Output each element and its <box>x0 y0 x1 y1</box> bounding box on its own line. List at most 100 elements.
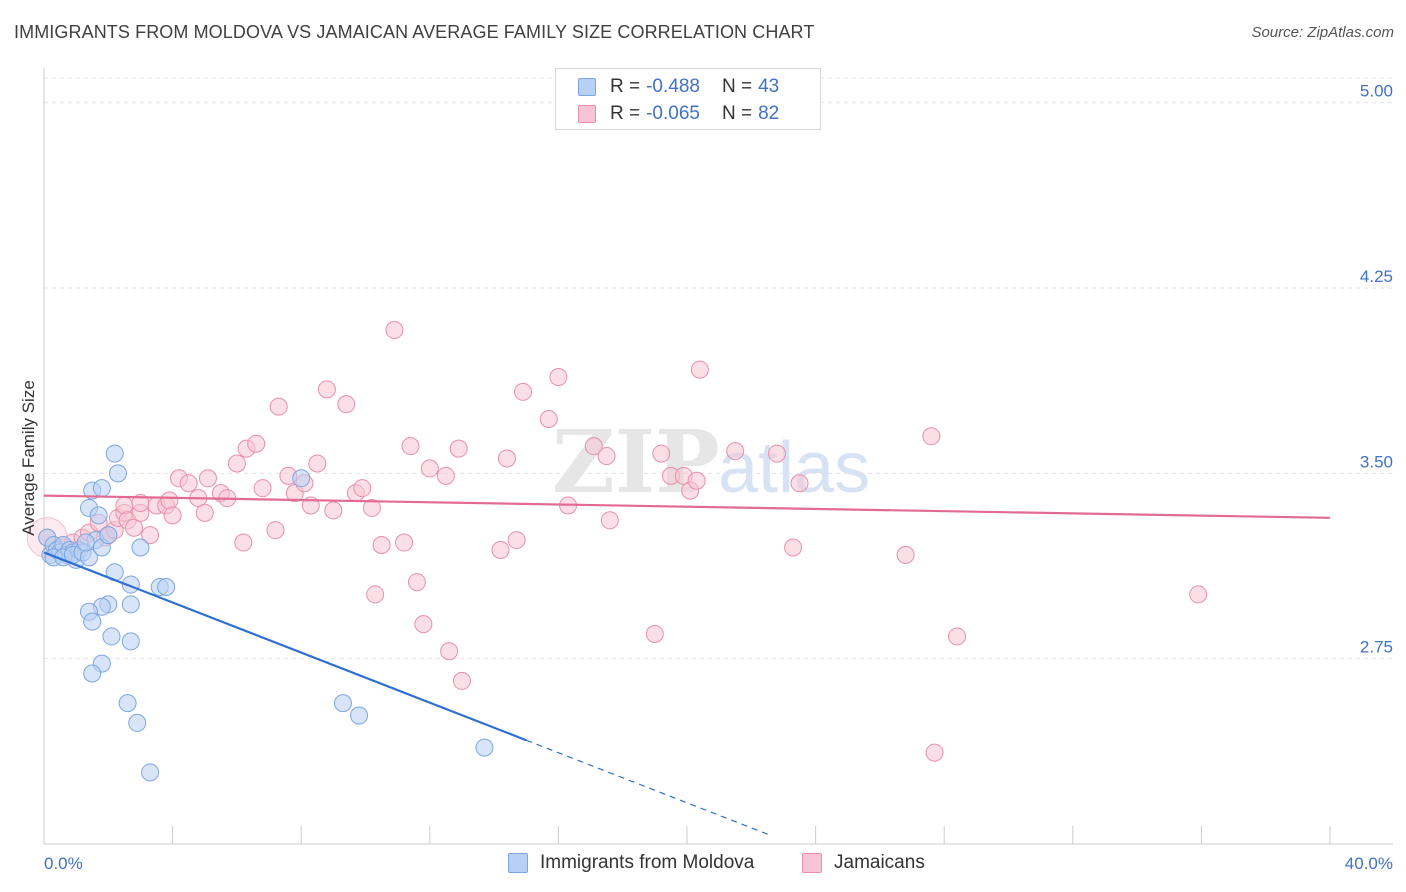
r-value: -0.488 <box>646 76 700 97</box>
jamaicans-point-59 <box>497 449 516 468</box>
moldova-point-25 <box>105 444 124 463</box>
legend-item-jamaicans[interactable]: Jamaicans <box>802 852 925 874</box>
y-tick-labels: 2.75 3.50 4.25 5.00 <box>1360 82 1393 657</box>
n-label: N = <box>721 76 753 97</box>
y-tick-label-2: 4.25 <box>1360 267 1393 286</box>
y-tick-label-3: 5.00 <box>1360 82 1393 101</box>
r-label: R = <box>610 103 641 124</box>
trend-lines <box>43 494 1331 836</box>
jamaicans-point-29 <box>234 533 253 552</box>
jamaicans-point-57 <box>452 671 471 690</box>
legend-item-moldova[interactable]: Immigrants from Moldova <box>508 852 754 874</box>
jamaicans-point-31 <box>247 434 266 453</box>
jamaicans-point-44 <box>353 479 372 498</box>
watermark: ZIP atlas <box>552 412 870 513</box>
moldova-point-30 <box>131 538 150 557</box>
r-value: -0.065 <box>646 103 700 124</box>
jamaicans-point-76 <box>768 444 787 463</box>
jamaicans-point-50 <box>401 437 420 456</box>
jamaicans-point-53 <box>420 459 439 478</box>
moldova-point-42 <box>157 578 176 597</box>
chart-title: IMMIGRANTS FROM MOLDOVA VS JAMAICAN AVER… <box>14 22 815 42</box>
moldova-point-40 <box>141 763 160 782</box>
moldova-point-35 <box>121 632 140 651</box>
jamaicans-point-61 <box>514 382 533 401</box>
jamaicans-point-68 <box>645 624 664 643</box>
jamaicans-point-49 <box>395 533 414 552</box>
moldova-point-22 <box>89 506 108 525</box>
jamaicans-point-51 <box>407 573 426 592</box>
jamaicans-point-11 <box>115 496 134 515</box>
moldova-legend-swatch <box>508 853 528 873</box>
y-axis-title: Average Family Size <box>19 380 38 536</box>
r-label: R = <box>610 76 641 97</box>
jamaicans-point-69 <box>652 444 671 463</box>
source-note: Source: ZipAtlas.com <box>1251 24 1394 41</box>
moldova-swatch <box>578 78 596 96</box>
jamaicans-point-67 <box>600 511 619 530</box>
jamaicans-point-25 <box>198 469 217 488</box>
jamaicans-point-80 <box>922 427 941 446</box>
jamaicans-point-65 <box>584 437 603 456</box>
jamaicans-point-66 <box>597 447 616 466</box>
jamaicans-point-42 <box>337 395 356 414</box>
moldova-point-29 <box>121 595 140 614</box>
jamaicans-point-41 <box>324 501 343 520</box>
jamaicans-point-54 <box>436 466 455 485</box>
y-tick-label-1: 3.50 <box>1360 452 1393 471</box>
jamaicans-point-52 <box>414 615 433 634</box>
grid-lines <box>44 77 1393 660</box>
moldova-trend-extension <box>526 739 771 836</box>
moldova-point-17 <box>76 533 95 552</box>
jamaicans-point-83 <box>1189 585 1208 604</box>
watermark-atlas: atlas <box>718 428 870 508</box>
n-value: 43 <box>758 76 780 97</box>
jamaicans-point-32 <box>253 479 272 498</box>
jamaicans-point-58 <box>491 540 510 559</box>
jamaicans-trend-line <box>43 494 1331 519</box>
jamaicans-point-77 <box>790 474 809 493</box>
jamaicans-point-78 <box>784 538 803 557</box>
jamaicans-point-62 <box>539 409 558 428</box>
moldova-point-34 <box>102 627 121 646</box>
jamaicans-point-28 <box>227 454 246 473</box>
jamaicans-point-24 <box>195 503 214 522</box>
n-label: N = <box>721 103 753 124</box>
moldova-point-37 <box>83 664 102 683</box>
legend-label-jamaicans: Jamaicans <box>834 852 925 873</box>
moldova-point-46 <box>475 738 494 757</box>
jamaicans-point-22 <box>179 474 198 493</box>
y-tick-label-0: 2.75 <box>1360 638 1393 657</box>
jamaicans-point-33 <box>266 521 285 540</box>
moldova-point-44 <box>333 694 352 713</box>
jamaicans-point-13 <box>125 518 144 537</box>
jamaicans-point-75 <box>726 442 745 461</box>
moldova-point-33 <box>83 612 102 631</box>
jamaicans-point-74 <box>690 360 709 379</box>
moldova-point-38 <box>118 694 137 713</box>
moldova-point-26 <box>108 464 127 483</box>
moldova-point-23 <box>92 479 111 498</box>
jamaicans-point-46 <box>372 536 391 555</box>
stats-row-jamaicans: R = -0.065 N = 82 <box>578 102 779 126</box>
moldova-point-43 <box>292 469 311 488</box>
axes <box>43 68 1393 845</box>
jamaicans-point-63 <box>549 367 568 386</box>
jamaicans-legend-swatch <box>802 853 822 873</box>
jamaicans-point-19 <box>160 491 179 510</box>
jamaicans-point-47 <box>366 585 385 604</box>
series-legend: Immigrants from Moldova Jamaicans <box>0 852 1406 876</box>
jamaicans-point-16 <box>141 526 160 545</box>
x-tick-left: 0.0% <box>44 854 83 873</box>
jamaicans-swatch <box>578 105 596 123</box>
jamaicans-point-73 <box>687 471 706 490</box>
stats-legend: R = -0.488 N = 43 R = -0.065 N = 82 <box>555 68 821 130</box>
jamaicans-point-48 <box>385 321 404 340</box>
jamaicans-point-79 <box>896 545 915 564</box>
legend-label-moldova: Immigrants from Moldova <box>540 852 755 873</box>
jamaicans-point-60 <box>507 531 526 550</box>
moldova-point-21 <box>99 526 118 545</box>
jamaicans-point-82 <box>925 743 944 762</box>
moldova-point-45 <box>350 706 369 725</box>
